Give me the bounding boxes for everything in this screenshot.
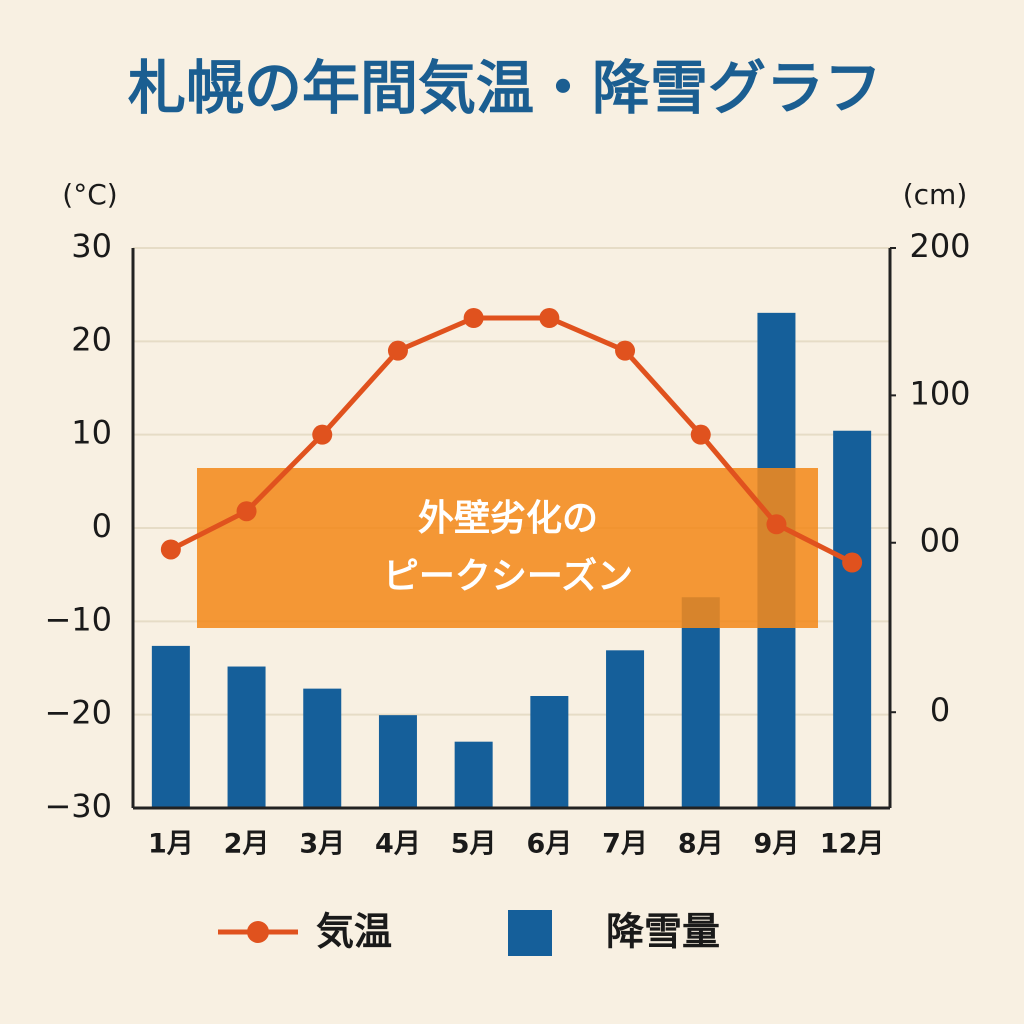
x-tick-label: 12月	[820, 829, 885, 860]
bar	[378, 715, 417, 808]
annotation-text: 外壁劣化の	[418, 498, 598, 539]
x-tick-label: 5月	[451, 829, 497, 860]
y2-axis-label: (cm)	[903, 178, 968, 211]
line-point	[463, 308, 484, 328]
line-point	[160, 539, 181, 560]
x-tick-label: 4月	[375, 829, 421, 860]
bar	[606, 650, 645, 808]
y-tick-label: 10	[71, 414, 112, 452]
line	[169, 315, 854, 565]
y-tick-label: 20	[71, 320, 112, 358]
x-tick-label: 2月	[224, 829, 270, 860]
y2-tick-label: 00	[920, 522, 961, 560]
y-tick-label: −20	[44, 694, 112, 732]
legend-label: 気温	[316, 910, 392, 954]
y-tick-label: −10	[44, 600, 112, 638]
line-point	[766, 514, 787, 535]
line-point	[312, 424, 333, 445]
legend-swatch	[508, 910, 552, 956]
legend-label: 降雪量	[606, 910, 720, 954]
line-point	[236, 501, 257, 522]
y2-tick-label: 100	[909, 374, 970, 412]
x-tick-label: 3月	[299, 829, 345, 860]
lines	[160, 308, 863, 573]
y-tick-label: 0	[92, 507, 112, 545]
x-tick-label: 6月	[526, 829, 572, 860]
x-tick-label: 9月	[754, 829, 800, 860]
x-tick-label: 7月	[602, 829, 648, 860]
legend-swatch	[247, 921, 269, 943]
bar	[530, 696, 569, 808]
bars	[151, 312, 872, 808]
y-tick-label: 30	[71, 227, 112, 265]
chart-title: 札幌の年間気温・降雪グラフ	[128, 54, 882, 122]
bar	[681, 597, 720, 808]
x-tick-label: 1月	[148, 829, 194, 860]
bar	[227, 666, 266, 808]
y-tick-label: −30	[44, 787, 112, 825]
y2-tick-label: 0	[930, 691, 950, 729]
annotation-box	[197, 468, 818, 628]
line-point	[615, 340, 636, 361]
legend: 気温 降雪量	[218, 910, 720, 956]
y2-tick-label: 200	[909, 227, 970, 265]
bar	[833, 430, 872, 808]
x-tick-label: 8月	[678, 829, 724, 860]
line-point	[690, 424, 711, 445]
bar	[454, 741, 493, 808]
y-axis-label: (°C)	[62, 178, 117, 211]
bar	[303, 688, 342, 808]
line-point	[539, 308, 560, 328]
line-point	[842, 552, 863, 573]
annotation-text: ピークシーズン	[383, 555, 633, 597]
bar	[151, 645, 190, 808]
line-point	[387, 340, 408, 361]
